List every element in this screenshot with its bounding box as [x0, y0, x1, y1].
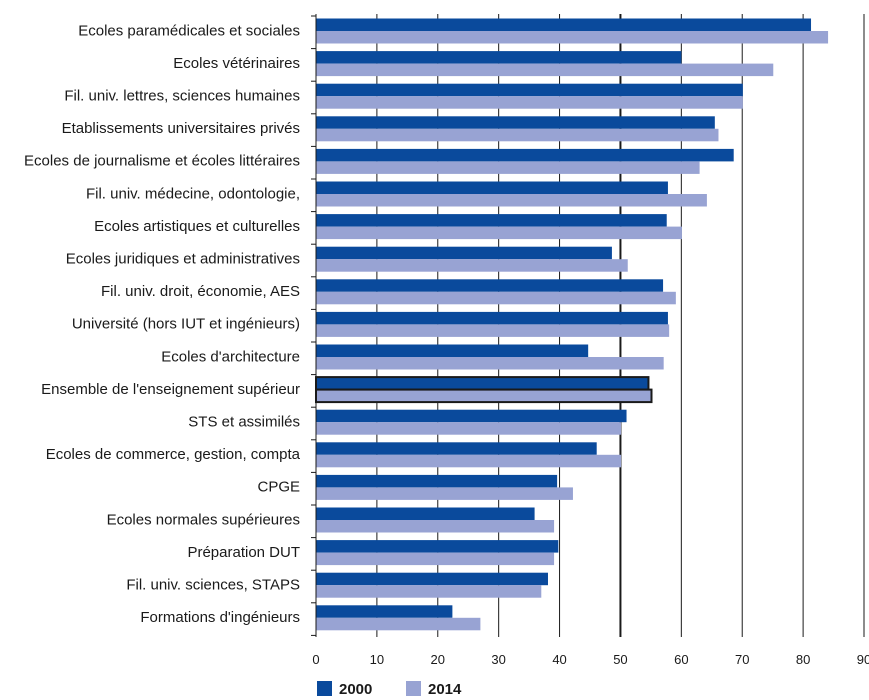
x-tick-label: 90	[857, 652, 869, 667]
legend: 2000 2014	[317, 681, 462, 698]
bar-2014-3	[316, 96, 743, 109]
category-label: Ecoles de journalisme et écoles littérai…	[24, 153, 300, 170]
category-label: Ecoles artistiques et culturelles	[94, 218, 300, 235]
bar-2000-8	[316, 246, 612, 260]
x-tick-label: 20	[431, 652, 445, 667]
x-tick-label: 10	[370, 652, 384, 667]
x-tick-label: 40	[552, 652, 566, 667]
bar-2000-17	[316, 540, 559, 553]
bar-2000-10	[316, 311, 668, 325]
bar-2014-6	[316, 194, 707, 207]
category-label: Université (hors IUT et ingénieurs)	[72, 316, 300, 333]
legend-label-2014: 2014	[428, 681, 462, 698]
bar-2000-16	[316, 507, 535, 520]
bar-2000-19	[316, 605, 453, 618]
bar-2014-8	[316, 259, 628, 272]
bar-2000-3	[316, 83, 743, 97]
category-label: STS et assimilés	[188, 413, 300, 430]
bar-2014-1	[316, 31, 829, 44]
bar-2014-9	[316, 291, 676, 305]
category-label: Ecoles de commerce, gestion, compta	[46, 446, 301, 463]
category-label: Formations d'ingénieurs	[140, 609, 300, 626]
bar-2014-17	[316, 552, 555, 566]
category-label: Ecoles vétérinaires	[173, 55, 300, 72]
bar-2014-15	[316, 487, 573, 500]
bar-2000-2	[316, 51, 682, 64]
bar-2000-15	[316, 474, 558, 488]
x-tick-label: 30	[491, 652, 505, 667]
bar-2014-2	[316, 63, 774, 77]
category-label: Ecoles normales supérieures	[107, 511, 300, 528]
x-tick-label: 80	[796, 652, 810, 667]
bar-2014-4	[316, 128, 719, 142]
bar-2000-1	[316, 18, 812, 31]
axes	[311, 14, 317, 637]
bar-2014-13	[316, 422, 622, 435]
category-label: Fil. univ. lettres, sciences humaines	[64, 87, 300, 104]
bar-2014-10	[316, 324, 670, 337]
legend-swatch-2014	[406, 681, 421, 696]
bar-2014-7	[316, 226, 682, 240]
bar-2000-9	[316, 279, 664, 292]
bar-2000-4	[316, 116, 715, 129]
category-label: Ecoles d'architecture	[161, 348, 300, 365]
bar-2014-16	[316, 520, 555, 533]
category-label: Fil. univ. médecine, odontologie,	[86, 185, 300, 202]
bar-2014-14	[316, 454, 622, 468]
x-tick-label: 60	[674, 652, 688, 667]
bar-2000-14	[316, 442, 597, 455]
bar-2000-11	[316, 344, 589, 357]
bar-2000-6	[316, 181, 668, 194]
category-label: Ecoles paramédicales et sociales	[78, 22, 300, 39]
category-label: Etablissements universitaires privés	[62, 120, 300, 137]
bar-2000-13	[316, 409, 627, 423]
category-label: Fil. univ. sciences, STAPS	[126, 576, 300, 593]
legend-swatch-2000	[317, 681, 332, 696]
x-tick-label: 50	[613, 652, 627, 667]
bar-2014-12	[315, 388, 653, 404]
bar-2000-7	[316, 214, 667, 227]
bar-2000-12	[315, 376, 650, 391]
category-label: Fil. univ. droit, économie, AES	[101, 283, 300, 300]
bars	[315, 18, 829, 631]
bar-2014-18	[316, 585, 542, 598]
category-label: Préparation DUT	[187, 544, 300, 561]
legend-label-2000: 2000	[339, 681, 372, 698]
category-labels: Ecoles paramédicales et sociales Ecoles v…	[24, 22, 301, 626]
category-label: Ensemble de l'enseignement supérieur	[41, 381, 300, 398]
x-tick-label: 0	[312, 652, 319, 667]
bar-2000-18	[316, 572, 548, 586]
bar-2014-11	[316, 357, 664, 370]
bar-2014-19	[316, 617, 481, 631]
category-label: CPGE	[257, 479, 300, 496]
tick-labels: 0 10 20 30 40 50 60 70 80 90	[312, 652, 869, 667]
x-tick-label: 70	[735, 652, 749, 667]
bar-2000-5	[316, 148, 734, 162]
category-label: Ecoles juridiques et administratives	[66, 250, 300, 267]
bar-2014-5	[316, 161, 700, 174]
